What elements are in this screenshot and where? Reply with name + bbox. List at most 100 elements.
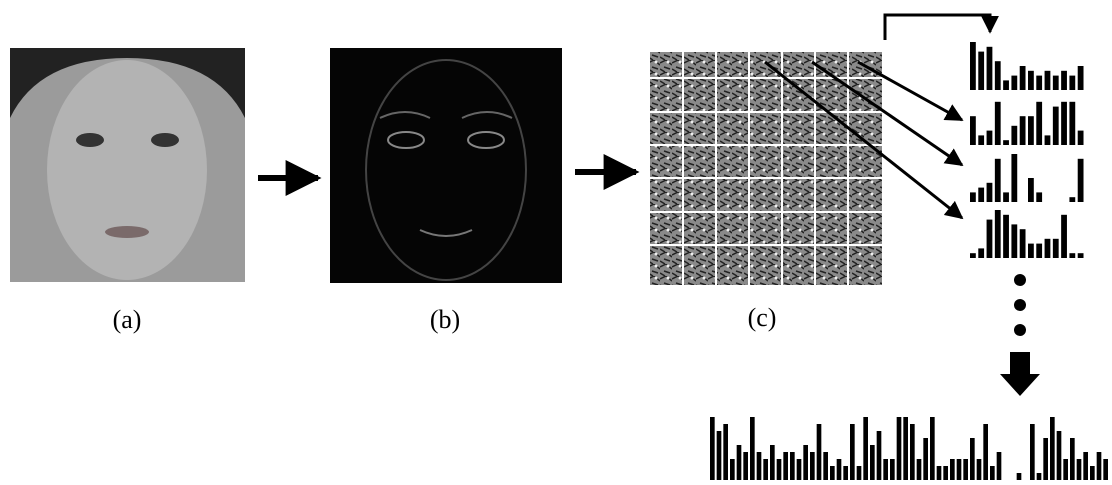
histogram-bar	[1043, 438, 1048, 480]
histogram-bar	[1063, 459, 1068, 480]
histogram-bar	[1045, 71, 1051, 90]
histogram-bar	[817, 424, 822, 480]
histogram-bar	[983, 424, 988, 480]
histogram-bar	[987, 183, 993, 202]
histogram-bar	[995, 61, 1001, 90]
histogram-bar	[1061, 215, 1067, 258]
histogram-bar	[978, 135, 984, 145]
histogram-bar	[737, 445, 742, 480]
histogram-bar	[978, 188, 984, 202]
histogram-bar	[843, 466, 848, 480]
histogram-bar	[1069, 76, 1075, 90]
histogram-bar	[790, 452, 795, 480]
histogram-bar	[910, 424, 915, 480]
histogram-bar	[757, 452, 762, 480]
caption: (c)	[748, 303, 777, 332]
histogram-bar	[1003, 192, 1009, 202]
histogram-bar	[1003, 215, 1009, 258]
histogram-bar	[970, 192, 976, 202]
histogram-bar	[1061, 102, 1067, 145]
histogram-bar	[1037, 473, 1042, 480]
histogram-bar	[917, 459, 922, 480]
histogram-bar	[1036, 76, 1042, 90]
histogram-bar	[1036, 192, 1042, 202]
histogram-bar	[1069, 197, 1075, 202]
histogram-bar	[877, 431, 882, 480]
histogram-bar	[923, 438, 928, 480]
histogram-bar	[987, 220, 993, 258]
histogram-bar	[1020, 66, 1026, 90]
histogram-bar	[797, 459, 802, 480]
histogram-bar	[1053, 76, 1059, 90]
histogram-bar	[777, 459, 782, 480]
histogram-bar	[1070, 438, 1075, 480]
histogram-bar	[770, 445, 775, 480]
histogram-bar	[1020, 229, 1026, 258]
histogram-bar	[937, 466, 942, 480]
histogram-bar	[1011, 76, 1017, 90]
histogram-bar	[1017, 473, 1022, 480]
histogram-bar	[978, 248, 984, 258]
histogram-bar	[1090, 466, 1095, 480]
histogram-bar	[1083, 452, 1088, 480]
histogram-bar	[1078, 253, 1084, 258]
histogram-bar	[730, 459, 735, 480]
histogram-bar	[723, 424, 728, 480]
histogram-bar	[1003, 80, 1009, 90]
histogram-bar	[995, 102, 1001, 145]
histogram-bar	[1053, 239, 1059, 258]
histogram-bar	[857, 466, 862, 480]
histogram-bar	[977, 459, 982, 480]
histogram-bar	[957, 459, 962, 480]
histogram-bar	[995, 159, 1001, 202]
histogram-bar	[1011, 154, 1017, 202]
histogram-bar	[943, 466, 948, 480]
ellipsis-dots	[1014, 274, 1026, 336]
histogram-bar	[1036, 102, 1042, 145]
histogram-bar	[970, 438, 975, 480]
histogram-bar	[1028, 71, 1034, 90]
histogram-bar	[803, 445, 808, 480]
histogram-bar	[783, 452, 788, 480]
histogram-bar	[743, 452, 748, 480]
histogram-bar	[1030, 424, 1035, 480]
histogram-bar	[997, 452, 1002, 480]
caption: (b)	[430, 305, 460, 334]
histogram-bar	[830, 466, 835, 480]
histogram-bar	[710, 417, 715, 480]
gradient-image	[330, 48, 562, 283]
histogram-bar	[995, 210, 1001, 258]
histogram-bar	[970, 253, 976, 258]
histogram-bar	[1053, 107, 1059, 145]
histogram-bar	[883, 459, 888, 480]
histogram-bar	[1003, 140, 1009, 145]
face-image	[10, 48, 245, 282]
histogram-bar	[1069, 102, 1075, 145]
histogram-bar	[1045, 135, 1051, 145]
histogram-bar	[897, 417, 902, 480]
histogram-bar	[1028, 116, 1034, 145]
caption: (a)	[113, 305, 142, 334]
histogram-bar	[930, 417, 935, 480]
histogram-bar	[963, 459, 968, 480]
histogram-bar	[1103, 459, 1108, 480]
histogram-bar	[1097, 452, 1102, 480]
histogram-bar	[1028, 178, 1034, 202]
histogram-bar	[970, 116, 976, 145]
histogram-bar	[870, 445, 875, 480]
histogram-bar	[890, 459, 895, 480]
histogram-bar	[1078, 159, 1084, 202]
histogram-bar	[750, 417, 755, 480]
histogram-bar	[717, 431, 722, 480]
histogram-bar	[850, 424, 855, 480]
histogram-bar	[1078, 66, 1084, 90]
histogram-bar	[863, 417, 868, 480]
histogram-bar	[903, 417, 908, 480]
histogram-bar	[950, 459, 955, 480]
histogram-bar	[1020, 116, 1026, 145]
histogram-bar	[1061, 71, 1067, 90]
histogram-bar	[987, 47, 993, 90]
histogram-bar	[1011, 224, 1017, 258]
histogram-bar	[1069, 253, 1075, 258]
histogram-bar	[1078, 131, 1084, 145]
